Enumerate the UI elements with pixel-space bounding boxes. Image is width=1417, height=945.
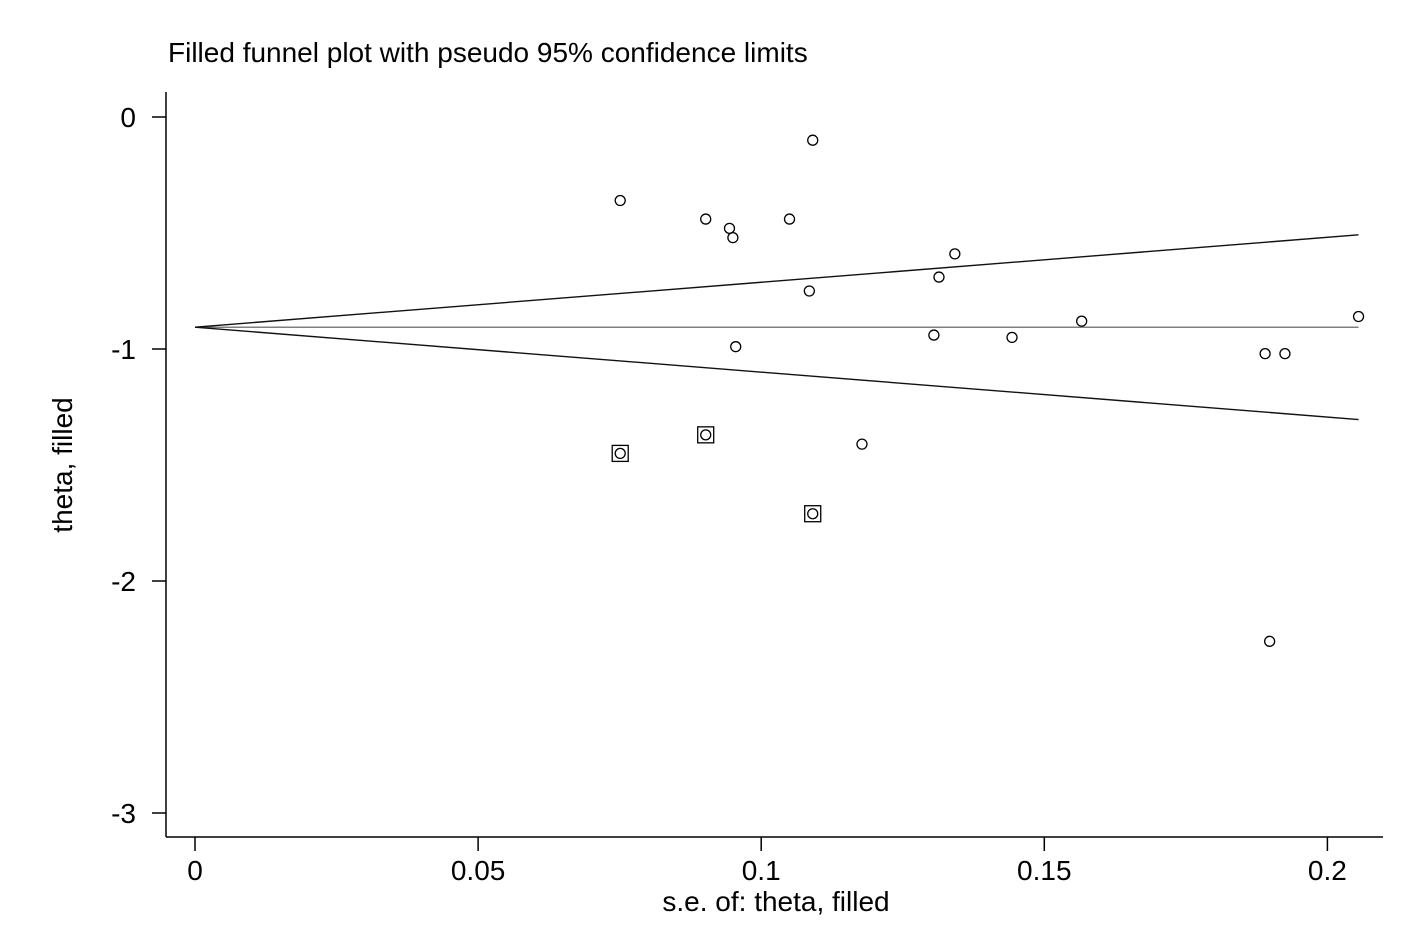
imputed-marker-circle [614, 447, 626, 460]
study-point [949, 248, 961, 260]
data-points [611, 134, 1365, 647]
y-axis-label: theta, filled [47, 397, 78, 532]
confidence-limit-upper [194, 234, 1359, 328]
study-point [783, 213, 796, 225]
imputed-point [697, 426, 715, 444]
imputed-marker-square [611, 444, 629, 463]
x-tick-label: 0.2 [1308, 855, 1347, 886]
y-tick-label: -2 [111, 566, 136, 597]
y-tick-label: -1 [111, 334, 136, 365]
study-point [727, 231, 739, 244]
axes [165, 92, 1383, 838]
study-point [928, 329, 940, 341]
imputed-point [611, 444, 629, 463]
study-point [614, 194, 626, 207]
study-point [700, 213, 712, 225]
study-point [723, 222, 736, 235]
study-point [730, 341, 742, 353]
x-axis-label: s.e. of: theta, filled [662, 886, 889, 917]
imputed-marker-square [697, 426, 715, 444]
study-point [803, 285, 815, 297]
imputed-marker-circle [807, 508, 819, 520]
x-tick-label: 0.05 [451, 855, 506, 886]
study-point [1352, 310, 1365, 323]
study-point [933, 271, 945, 283]
imputed-marker-circle [700, 429, 712, 441]
x-tick-label: 0.1 [742, 855, 781, 886]
confidence-limits [194, 234, 1359, 421]
imputed-marker-square [804, 505, 822, 523]
confidence-limit-lower [194, 326, 1359, 421]
study-point [807, 134, 819, 146]
study-point [856, 438, 868, 450]
y-ticks: 0 -1 -2 -3 [111, 102, 166, 829]
x-ticks: 0 0.05 0.1 0.15 0.2 [187, 837, 1347, 886]
x-tick-label: 0 [187, 855, 203, 886]
chart-title: Filled funnel plot with pseudo 95% confi… [168, 37, 808, 68]
study-point [1006, 331, 1018, 344]
study-point [1259, 347, 1271, 360]
x-tick-label: 0.15 [1017, 855, 1072, 886]
y-tick-label: -3 [111, 798, 136, 829]
study-point [1076, 315, 1088, 327]
study-point [1263, 635, 1276, 647]
imputed-point [804, 505, 822, 523]
study-point [1279, 347, 1291, 360]
y-tick-label: 0 [120, 102, 136, 133]
